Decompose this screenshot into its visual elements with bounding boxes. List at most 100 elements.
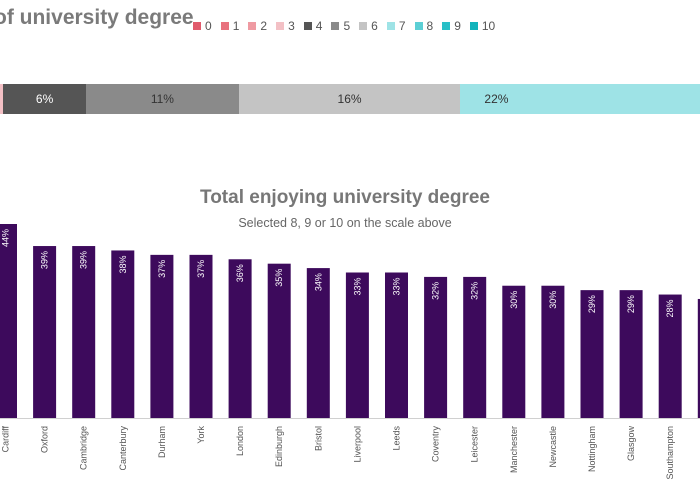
legend-swatch [331,22,340,30]
stack-segment-label: 6% [35,92,54,106]
legend-item-3: 3 [276,19,295,33]
bar-york [189,254,213,418]
category-label: Leeds [392,426,402,451]
legend-label: 7 [398,19,406,33]
legend-item-6: 6 [359,19,378,33]
legend-label: 0 [205,19,212,33]
bar-edinburgh [267,263,291,418]
category-label: Leicester [470,426,480,463]
category-label: Manchester [509,426,519,473]
stack-segment-3 [0,84,3,114]
bar-value-label: 32% [431,282,441,300]
bar-london [228,259,252,418]
bar-glasgow [619,290,643,418]
bar-value-label: 44% [1,229,11,247]
bar-value-label: 33% [352,277,362,295]
bar-newcastle [541,285,565,418]
legend-swatch [359,22,368,30]
legend-item-9: 9 [442,19,461,33]
bar-bristol [306,268,330,418]
bar-value-label: 30% [548,291,558,309]
category-label: Nottingham [587,426,597,472]
legend-swatch [414,22,423,30]
legend-item-10: 10 [469,19,496,33]
category-label: Canterbury [118,426,128,471]
stack-segment-label: 22% [484,92,509,106]
bar-value-label: 37% [196,260,206,278]
category-label: Coventry [431,426,441,463]
bar-southampton [658,294,682,418]
legend-swatch [193,22,201,30]
legend-item-1: 1 [220,19,240,33]
stack-segment-6: 16% [238,84,461,114]
bar-oxford [33,246,57,418]
legend-label: 6 [371,19,378,33]
bar-coventry [424,276,448,418]
legend-swatch [386,22,395,30]
bar-liverpool [345,272,369,418]
category-label: Edinburgh [274,426,284,467]
legend-label: 4 [315,19,323,33]
stack-segment-label: 16% [337,92,362,106]
category-label: Durham [157,426,167,458]
bar-value-label: 35% [274,269,284,287]
legend-label: 10 [481,19,496,33]
legend-item-4: 4 [303,19,323,33]
category-label: Glasgow [626,425,636,461]
legend-swatch [220,22,229,30]
bar-value-label: 29% [587,295,597,313]
category-label: Bristol [313,426,323,451]
category-label: London [235,426,245,456]
bar-value-label: 33% [392,277,402,295]
legend-label: 8 [426,19,434,33]
legend-label: 1 [232,19,240,33]
bar-value-label: 28% [665,300,675,318]
bar-durham [150,254,174,418]
chart-title: Total enjoying university degree [200,187,490,208]
legend-item-5: 5 [331,19,350,33]
legend-swatch [442,22,451,30]
category-label: Cambridge [79,426,89,470]
category-label: Oxford [40,426,50,453]
legend-label: 5 [343,19,351,33]
bar-unlabelled [697,298,700,418]
bar-value-label: 30% [509,291,519,309]
bar-value-label: 39% [79,251,89,269]
stack-segment-7: 22% [460,84,700,114]
legend-swatch [303,22,312,30]
stack-segment-5: 11% [86,84,239,114]
chart-subtitle: Selected 8, 9 or 10 on the scale above [238,216,452,230]
bar-cardiff [0,224,17,418]
scale-legend: 0 1 2 3 4 5 6 7 8 9 10 [193,19,504,33]
legend-swatch [248,22,257,30]
bar-leicester [463,276,487,418]
bar-value-label: 37% [157,260,167,278]
category-label: Cardiff [1,426,11,453]
legend-label: 2 [260,19,268,33]
bar-value-label: 36% [235,264,245,282]
legend-label: 9 [454,19,461,33]
bar-value-label: 39% [40,251,50,269]
bar-cambridge [72,246,96,418]
scale-stacked-bar: 6%11%16%22%18%8% [0,84,700,114]
category-label: Newcastle [548,426,558,468]
category-label: Liverpool [352,426,362,463]
legend-item-2: 2 [248,19,267,33]
stack-segment-4: 6% [3,84,87,114]
legend-swatch [469,22,478,30]
category-label: Southampton [665,426,675,480]
legend-item-8: 8 [414,19,434,33]
bar-value-label: 29% [626,295,636,313]
bar-nottingham [580,290,604,418]
legend-label: 3 [288,19,295,33]
bar-value-label: 38% [118,255,128,273]
page-title: of university degree [0,6,194,29]
legend-swatch [276,22,285,30]
legend-item-7: 7 [386,19,406,33]
bar-manchester [502,285,526,418]
stack-segment-label: 11% [150,92,174,106]
bar-value-label: 34% [313,273,323,291]
bar-value-label: 32% [470,282,480,300]
legend-item-0: 0 [193,19,212,33]
